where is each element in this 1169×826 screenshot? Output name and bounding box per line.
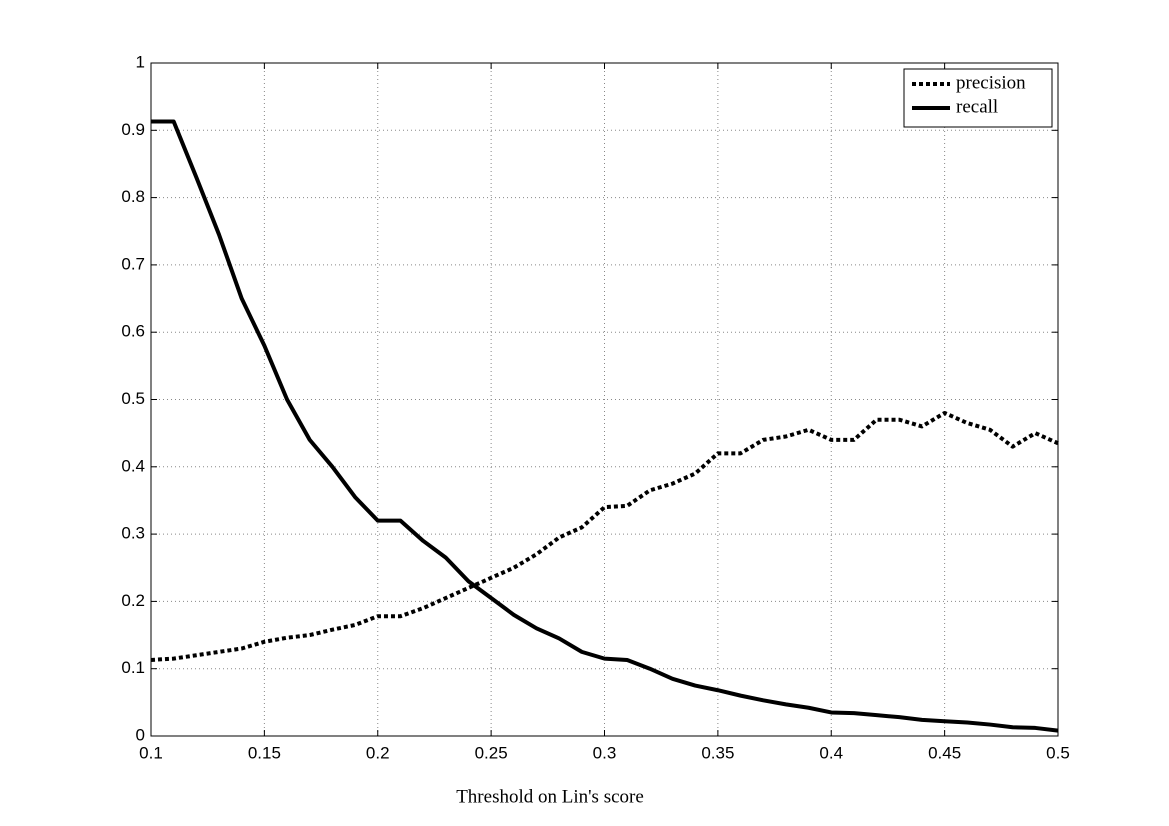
x-tick-label: 0.45: [928, 743, 961, 762]
x-tick-label: 0.25: [475, 743, 508, 762]
y-tick-label: 0.7: [121, 254, 145, 273]
y-tick-label: 1: [136, 52, 145, 71]
legend-label: precision: [956, 72, 1026, 93]
y-tick-label: 0.8: [121, 187, 145, 206]
x-tick-label: 0.3: [593, 743, 617, 762]
y-tick-label: 0.3: [121, 524, 145, 543]
y-tick-label: 0: [136, 725, 145, 744]
y-tick-label: 0.5: [121, 389, 145, 408]
y-tick-label: 0.2: [121, 591, 145, 610]
y-tick-label: 0.1: [121, 658, 145, 677]
plot-frame: [150, 62, 1059, 737]
legend-box: [903, 68, 1053, 128]
y-tick-label: 0.6: [121, 322, 145, 341]
line: [150, 410, 1059, 662]
line: [151, 119, 1059, 733]
x-tick-label: 0.2: [366, 743, 390, 762]
x-tick-label: 0.15: [248, 743, 281, 762]
y-tick-label: 0.9: [121, 120, 145, 139]
legend-label: recall: [956, 96, 998, 117]
x-tick-label: 0.1: [139, 743, 163, 762]
x-tick-label: 0.4: [819, 743, 843, 762]
x-axis-label: Threshold on Lin's score: [456, 786, 644, 807]
y-tick-label: 0.4: [121, 456, 145, 475]
x-tick-label: 0.5: [1046, 743, 1070, 762]
x-tick-label: 0.35: [701, 743, 734, 762]
